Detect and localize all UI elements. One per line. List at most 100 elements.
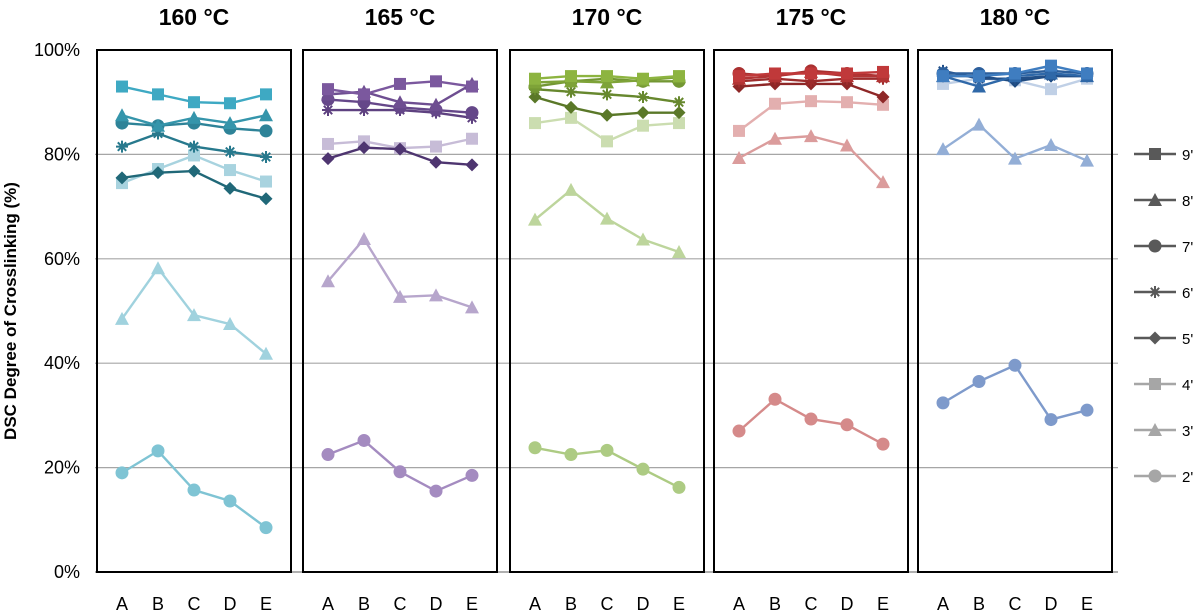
- y-tick-label: 100%: [34, 40, 80, 60]
- series-3-min: [732, 129, 890, 189]
- series-2-min: [732, 392, 890, 451]
- series-5-min: [115, 164, 273, 206]
- y-tick-label: 0%: [54, 562, 80, 582]
- x-tick-label: A: [733, 594, 745, 614]
- x-tick-label: B: [358, 594, 370, 614]
- x-tick-label: C: [394, 594, 407, 614]
- series-5-min: [321, 141, 479, 172]
- data-point: [972, 79, 986, 93]
- data-point: [805, 67, 817, 80]
- x-tick-label: B: [973, 594, 985, 614]
- series-9-min: [322, 75, 478, 101]
- legend-marker: [1148, 423, 1162, 436]
- data-point: [601, 88, 613, 101]
- legend-label: 8': [1182, 193, 1193, 210]
- legend-item: 4': [1134, 377, 1193, 394]
- data-point: [876, 437, 890, 451]
- data-point: [115, 171, 129, 185]
- panel-title: 170 °C: [572, 4, 643, 30]
- data-point: [466, 132, 478, 145]
- data-point: [1080, 153, 1094, 167]
- y-tick-label: 80%: [44, 144, 80, 164]
- data-point: [188, 140, 200, 153]
- legend-item: 9': [1134, 147, 1193, 164]
- series-9-min: [733, 65, 889, 83]
- series-4-min: [733, 95, 889, 137]
- series-2-min: [115, 444, 273, 535]
- data-point: [1081, 67, 1093, 80]
- legend-item: 2': [1134, 469, 1193, 486]
- series-3-min: [528, 182, 686, 259]
- data-point: [115, 108, 129, 122]
- data-point: [1045, 83, 1057, 96]
- data-point: [322, 137, 334, 150]
- data-point: [322, 83, 334, 96]
- y-tick-label: 40%: [44, 353, 80, 373]
- legend-item: 5': [1134, 331, 1193, 348]
- panel-5: 180 °C A B C D E: [917, 4, 1113, 614]
- data-point: [876, 175, 890, 189]
- data-point: [260, 151, 272, 164]
- x-tick-label: E: [466, 594, 478, 614]
- data-point: [116, 80, 128, 93]
- data-point: [600, 443, 614, 457]
- x-tick-label: E: [877, 594, 889, 614]
- x-tick-label: D: [841, 594, 854, 614]
- x-tick-label: D: [1045, 594, 1058, 614]
- x-tick-label: C: [601, 594, 614, 614]
- x-tick-label: E: [673, 594, 685, 614]
- series-line: [942, 363, 1088, 421]
- data-point: [528, 212, 542, 226]
- data-point: [151, 118, 165, 132]
- data-point: [973, 70, 985, 83]
- data-point: [465, 158, 479, 172]
- legend-marker: [1149, 286, 1161, 298]
- data-point: [877, 65, 889, 78]
- series-4-min: [529, 111, 685, 148]
- data-point: [187, 308, 201, 322]
- x-tick-label: C: [188, 594, 201, 614]
- data-point: [1009, 67, 1021, 80]
- y-tick-label: 20%: [44, 458, 80, 478]
- legend-marker: [1148, 331, 1162, 345]
- legend-marker: [1148, 469, 1162, 483]
- data-point: [601, 70, 613, 83]
- data-point: [972, 374, 986, 388]
- data-point: [564, 182, 578, 196]
- legend-marker: [1148, 193, 1162, 206]
- data-point: [673, 70, 685, 83]
- data-point: [116, 140, 128, 153]
- data-point: [187, 164, 201, 178]
- data-point: [565, 70, 577, 83]
- data-point: [465, 300, 479, 314]
- data-point: [600, 211, 614, 225]
- data-point: [259, 124, 273, 138]
- panel-frame: [713, 49, 909, 573]
- data-point: [1044, 138, 1058, 152]
- data-point: [636, 106, 650, 120]
- data-point: [151, 166, 165, 180]
- legend-label: 2': [1182, 469, 1193, 486]
- data-point: [936, 396, 950, 410]
- data-point: [805, 75, 817, 88]
- data-point: [465, 106, 479, 120]
- panel-3: 170 °C A B C D E: [509, 4, 705, 614]
- data-point: [188, 149, 200, 162]
- data-point: [259, 346, 273, 360]
- data-point: [1044, 66, 1058, 80]
- legend-item: 6': [1134, 285, 1193, 302]
- legend-item: 7': [1134, 239, 1193, 256]
- panel-title: 180 °C: [980, 4, 1051, 30]
- data-point: [394, 77, 406, 90]
- data-point: [429, 288, 443, 302]
- x-tick-label: D: [224, 594, 237, 614]
- data-point: [733, 70, 745, 83]
- data-point: [673, 96, 685, 109]
- data-point: [564, 100, 578, 114]
- data-point: [357, 231, 371, 245]
- data-point: [393, 142, 407, 156]
- data-point: [188, 96, 200, 109]
- series-3-min: [936, 117, 1094, 167]
- data-point: [804, 129, 818, 143]
- data-point: [223, 494, 237, 508]
